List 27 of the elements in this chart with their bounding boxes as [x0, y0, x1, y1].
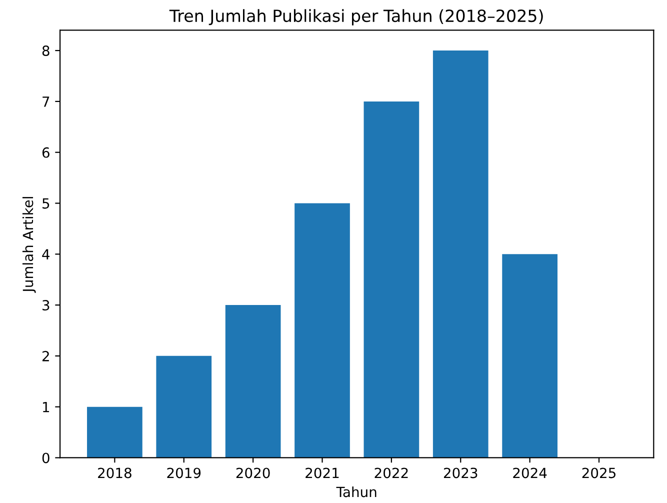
y-tick-label: 4: [42, 249, 50, 260]
y-tick-label: 0: [42, 452, 50, 464]
bar: [87, 406, 142, 458]
x-tick-label: 2024: [513, 468, 547, 478]
y-tick-label: 5: [42, 198, 50, 209]
y-tick-label: 3: [42, 300, 50, 311]
x-axis-title: Tahun: [336, 486, 376, 498]
x-tick-label: 2021: [306, 468, 339, 478]
y-tick-label: 7: [42, 96, 50, 107]
bar: [432, 50, 488, 458]
chart-title: Tren Jumlah Publikasi per Tahun (2018–2025): [169, 9, 543, 26]
x-tick-label: 2025: [582, 468, 616, 478]
y-tick-label: 8: [42, 46, 50, 56]
bar: [502, 254, 558, 458]
x-tick-label: 2022: [374, 468, 408, 478]
bar: [294, 203, 350, 458]
bar: [225, 305, 281, 458]
y-tick-label: 1: [42, 402, 50, 412]
x-tick-label: 2023: [444, 468, 478, 478]
x-tick-label: 2020: [236, 468, 270, 478]
bar: [364, 101, 420, 458]
y-axis-title: Jumlah Artikel: [22, 197, 36, 293]
y-tick-label: 6: [42, 147, 50, 158]
x-tick-label: 2019: [167, 468, 201, 478]
x-tick-label: 2018: [98, 468, 132, 478]
bar: [156, 356, 212, 458]
y-tick-label: 2: [42, 350, 49, 362]
